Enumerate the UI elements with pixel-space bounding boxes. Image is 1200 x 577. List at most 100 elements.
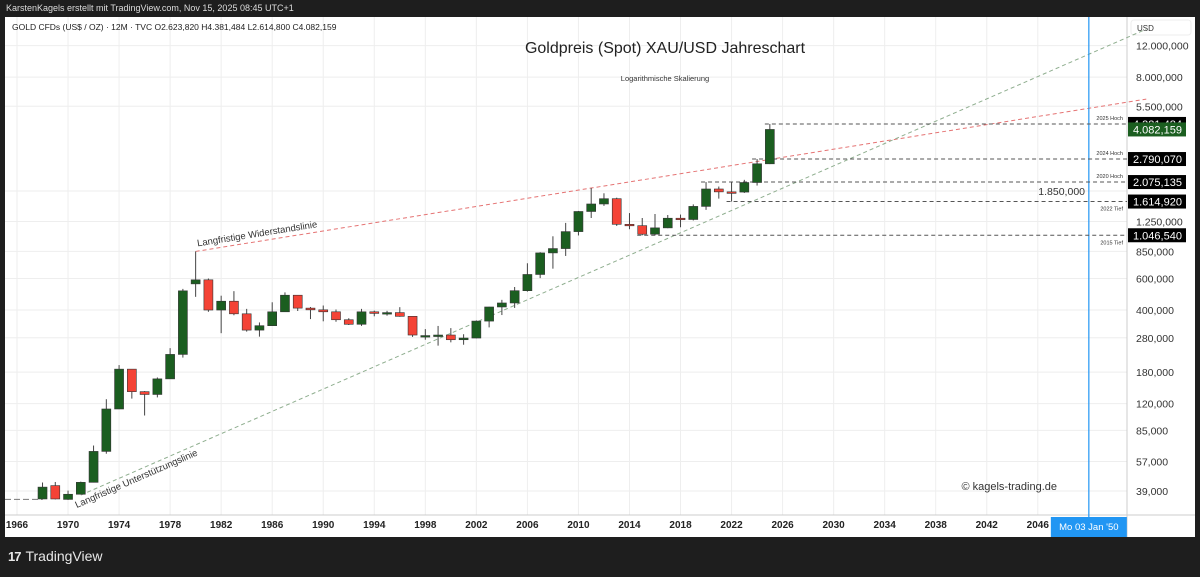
chart-title: Goldpreis (Spot) XAU/USD Jahreschart bbox=[525, 40, 806, 57]
candle-body-1986 bbox=[267, 311, 278, 326]
x-tick-label: 1974 bbox=[108, 520, 131, 531]
x-tick-label: 2006 bbox=[516, 520, 539, 531]
y-tick-label: 8.000,000 bbox=[1136, 72, 1183, 84]
x-tick-label: 1998 bbox=[414, 520, 437, 531]
candle-body-2000 bbox=[446, 334, 456, 341]
x-tick-label: 2014 bbox=[618, 520, 641, 531]
candle-body-1980 bbox=[190, 279, 201, 285]
y-tick-label: 600,000 bbox=[1136, 274, 1174, 286]
watermark: © kagels-trading.de bbox=[961, 481, 1057, 493]
candle-body-1973 bbox=[101, 408, 112, 452]
price-label: 1.614,920 bbox=[1133, 197, 1182, 209]
candle-body-2022 bbox=[726, 191, 737, 194]
candle-body-2020 bbox=[701, 188, 711, 207]
brand-name: TradingView bbox=[25, 548, 103, 564]
x-tick-label: 2018 bbox=[669, 520, 692, 531]
tradingview-brand[interactable]: 17 TradingView bbox=[8, 548, 103, 564]
candle-body-1996 bbox=[394, 312, 405, 317]
x-tick-label: 2042 bbox=[976, 520, 999, 531]
candle-body-1974 bbox=[114, 368, 124, 410]
y-tick-label: 12.000,000 bbox=[1136, 41, 1189, 53]
candle-body-1990 bbox=[318, 309, 329, 313]
candle-body-2023 bbox=[739, 182, 750, 193]
candle-body-1972 bbox=[88, 451, 99, 483]
candle-body-2019 bbox=[688, 206, 699, 220]
y-tick-label: 280,000 bbox=[1136, 333, 1174, 345]
price-label-box bbox=[1128, 194, 1186, 209]
x-tick-label: 1994 bbox=[363, 520, 386, 531]
candle-body-2009 bbox=[560, 231, 571, 249]
last-price-box bbox=[1128, 122, 1186, 137]
candle-body-2021 bbox=[713, 188, 724, 193]
candle-body-1981 bbox=[203, 279, 214, 311]
level-label: 2024 Hoch bbox=[1096, 151, 1123, 157]
candle-body-1983 bbox=[229, 300, 239, 315]
y-tick-label: 57,000 bbox=[1136, 456, 1168, 468]
level-label: 2015 Tief bbox=[1100, 240, 1123, 246]
candle-body-1975 bbox=[127, 368, 137, 392]
y-tick-label: 1.850,000 bbox=[1038, 186, 1085, 198]
candle-body-1971 bbox=[76, 482, 86, 495]
candle-body-2016 bbox=[650, 227, 660, 235]
y-tick-label: 850,000 bbox=[1136, 246, 1174, 258]
candle-body-2004 bbox=[497, 302, 507, 308]
chart-credit: KarstenKagels erstellt mit TradingView.c… bbox=[6, 3, 294, 13]
x-tick-label: 1978 bbox=[159, 520, 182, 531]
price-label-box bbox=[1128, 228, 1186, 243]
y-tick-label: 39,000 bbox=[1136, 486, 1168, 498]
x-tick-label: 1986 bbox=[261, 520, 284, 531]
x-tick-label: 1970 bbox=[57, 520, 80, 531]
price-label-box bbox=[1128, 152, 1186, 167]
candle-body-1969 bbox=[50, 485, 61, 500]
candle-body-2010 bbox=[573, 211, 584, 232]
candle-body-1999 bbox=[433, 334, 443, 337]
candle-body-1968 bbox=[37, 486, 48, 500]
candle-body-2005 bbox=[509, 290, 520, 304]
x-tick-label: 1982 bbox=[210, 520, 233, 531]
candle-body-1988 bbox=[292, 294, 303, 309]
y-tick-label: 1.250,000 bbox=[1136, 216, 1183, 228]
price-label: 2.790,070 bbox=[1133, 154, 1182, 166]
candle-body-1984 bbox=[241, 313, 252, 331]
tradingview-logo-icon: 17 bbox=[8, 548, 22, 564]
crosshair-date-label: Mo 03 Jan '50 bbox=[1059, 522, 1118, 533]
candle-body-1993 bbox=[356, 311, 367, 325]
candle-body-2014 bbox=[624, 224, 635, 227]
price-label-box bbox=[1128, 175, 1186, 190]
candle-body-2013 bbox=[611, 198, 622, 225]
candle-body-1985 bbox=[254, 325, 265, 331]
crosshair-date-box bbox=[1050, 517, 1127, 537]
candle-body-1997 bbox=[407, 316, 418, 336]
price-label: 1.046,540 bbox=[1133, 230, 1182, 242]
x-tick-label: 2030 bbox=[823, 520, 846, 531]
candle-body-1977 bbox=[152, 378, 163, 395]
candle-body-2001 bbox=[458, 337, 469, 341]
candle-body-1995 bbox=[382, 312, 392, 315]
y-tick-label: 120,000 bbox=[1136, 399, 1174, 411]
candle-body-2024 bbox=[752, 163, 762, 183]
candle-body-1989 bbox=[305, 307, 316, 311]
level-label: 2025 Hoch bbox=[1096, 116, 1123, 122]
candle-body-2017 bbox=[662, 217, 673, 229]
price-label: 2.075,135 bbox=[1133, 177, 1182, 189]
candle-body-1976 bbox=[139, 391, 150, 395]
candle-body-2002 bbox=[471, 320, 482, 339]
trendline bbox=[80, 28, 1147, 496]
candle-body-2011 bbox=[586, 203, 597, 212]
candle-body-1970 bbox=[63, 493, 73, 500]
chart-panel[interactable] bbox=[5, 17, 1195, 537]
candle-body-1991 bbox=[331, 311, 341, 321]
y-tick-label: 5.500,000 bbox=[1136, 101, 1183, 113]
level-label: 2020 Hoch bbox=[1096, 174, 1123, 180]
chart-subtitle: Logarithmische Skalierung bbox=[621, 74, 709, 83]
x-tick-label: 2026 bbox=[771, 520, 794, 531]
x-tick-label: 2010 bbox=[567, 520, 590, 531]
candle-body-1979 bbox=[178, 290, 188, 355]
candle-body-2018 bbox=[675, 217, 686, 221]
currency-box bbox=[1130, 19, 1192, 36]
candle-body-2006 bbox=[522, 274, 533, 291]
candle-body-1992 bbox=[343, 319, 354, 325]
y-tick-label: 85,000 bbox=[1136, 425, 1168, 437]
y-tick-label: 180,000 bbox=[1136, 367, 1174, 379]
